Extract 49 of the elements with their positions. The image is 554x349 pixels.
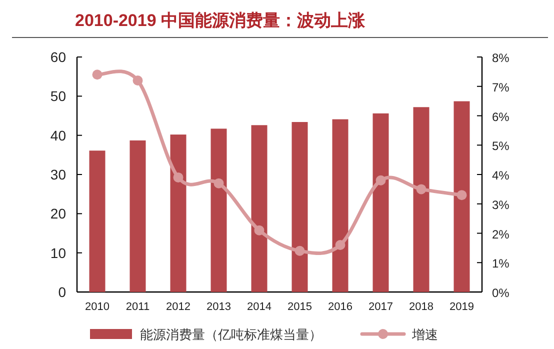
y2-tick-label: 8% — [492, 51, 510, 65]
y2-tick-label: 4% — [492, 168, 510, 182]
x-tick-label: 2017 — [368, 301, 393, 313]
x-tick-label: 2013 — [206, 301, 231, 313]
legend-label: 能源消费量（亿吨标准煤当量） — [140, 328, 322, 343]
point — [173, 172, 184, 182]
point — [254, 225, 264, 236]
bar — [332, 119, 348, 292]
bar — [170, 134, 186, 292]
point — [335, 240, 346, 250]
y2-tick-label: 7% — [492, 80, 510, 94]
bar — [292, 122, 308, 292]
point — [214, 178, 224, 188]
point — [416, 184, 426, 194]
point — [376, 175, 386, 186]
x-tick-label: 2012 — [166, 301, 190, 313]
x-tick-label: 2016 — [328, 301, 352, 313]
point — [456, 190, 467, 200]
point — [294, 246, 305, 256]
y-tick-label: 50 — [50, 88, 66, 104]
x-tick-label: 2011 — [126, 301, 150, 313]
bar — [372, 113, 389, 292]
bar — [251, 125, 268, 292]
x-tick-label: 2015 — [288, 301, 312, 313]
y2-tick-label: 2% — [492, 227, 510, 242]
x-tick-label: 2010 — [85, 301, 110, 313]
x-tick-label: 2019 — [450, 301, 474, 313]
y-tick-label: 10 — [50, 244, 66, 261]
x-tick-label: 2018 — [409, 301, 434, 313]
y-tick-label: 0 — [58, 284, 66, 300]
bar — [413, 107, 430, 292]
y2-tick-label: 1% — [492, 256, 510, 271]
bar — [89, 150, 106, 292]
x-tick-label: 2014 — [247, 301, 272, 313]
y-tick-label: 20 — [50, 206, 66, 222]
y-tick-label: 60 — [50, 49, 66, 65]
legend-label: 增速 — [411, 328, 438, 343]
y-tick-label: 30 — [50, 166, 66, 182]
title: 2010-2019 中国能源消费量：波动上涨 — [75, 11, 366, 30]
point — [92, 70, 102, 80]
y2-tick-label: 5% — [492, 139, 510, 154]
y2-tick-label: 0% — [492, 286, 510, 300]
bar — [130, 140, 146, 292]
y-tick-label: 40 — [50, 127, 66, 144]
y2-tick-label: 6% — [492, 110, 510, 124]
y2-tick-label: 3% — [492, 198, 510, 212]
point — [132, 76, 143, 86]
bar — [210, 128, 227, 292]
bar — [454, 101, 470, 292]
